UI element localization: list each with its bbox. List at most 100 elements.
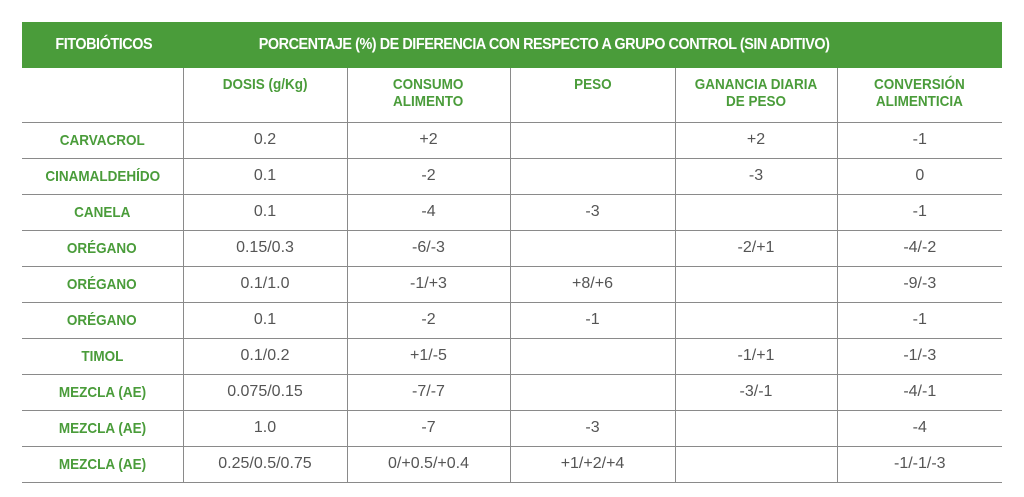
cell-name-text: CARVACROL bbox=[59, 131, 145, 149]
cell-peso: +8/+6 bbox=[509, 266, 675, 303]
cell-consumo-text: -4 bbox=[421, 203, 436, 220]
header-percentage-span: PORCENTAJE (%) DE DIFERENCIA CON RESPECT… bbox=[183, 22, 1003, 68]
subheader-dosis: DOSIS (g/Kg) bbox=[182, 68, 347, 123]
table-row: ORÉGANO 0.15/0.3 -6/-3 -2/+1 -4/-2 bbox=[22, 230, 1003, 267]
cell-ganancia bbox=[674, 302, 837, 339]
cell-dosis-text: 0.075/0.15 bbox=[227, 383, 303, 400]
cell-ganancia-text: -3/-1 bbox=[739, 383, 773, 400]
cell-name-text: MEZCLA (AE) bbox=[58, 419, 146, 437]
cell-peso bbox=[509, 158, 675, 195]
cell-consumo-text: -1/+3 bbox=[410, 275, 447, 292]
cell-name: ORÉGANO bbox=[22, 230, 183, 267]
cell-peso: -1 bbox=[509, 302, 675, 339]
cell-conversion: -4 bbox=[836, 410, 1003, 447]
cell-peso: +1/+2/+4 bbox=[509, 446, 675, 483]
table-row: CANELA 0.1 -4 -3 -1 bbox=[22, 194, 1003, 231]
table-row: MEZCLA (AE) 0.075/0.15 -7/-7 -3/-1 -4/-1 bbox=[22, 374, 1003, 411]
subheader-ganancia: GANANCIA DIARIA DE PESO bbox=[674, 68, 837, 123]
cell-dosis: 0.1 bbox=[182, 158, 347, 195]
cell-ganancia: +2 bbox=[674, 122, 837, 159]
cell-ganancia-text: -1/+1 bbox=[737, 347, 775, 364]
cell-ganancia: -3/-1 bbox=[674, 374, 837, 411]
cell-conversion: -4/-2 bbox=[836, 230, 1003, 267]
header-fitobioticos: FITOBIÓTICOS bbox=[22, 22, 183, 68]
cell-dosis-text: 1.0 bbox=[253, 419, 277, 436]
cell-name: CINAMALDEHÍDO bbox=[22, 158, 183, 195]
cell-consumo-text: -2 bbox=[421, 167, 436, 184]
cell-ganancia: -1/+1 bbox=[674, 338, 837, 375]
cell-conversion: -4/-1 bbox=[836, 374, 1003, 411]
cell-name-text: ORÉGANO bbox=[67, 311, 138, 329]
cell-consumo-text: 0/+0.5/+0.4 bbox=[388, 455, 469, 472]
cell-ganancia-text: -3 bbox=[748, 167, 764, 184]
cell-name: CARVACROL bbox=[22, 122, 183, 159]
cell-conversion: -1/-3 bbox=[836, 338, 1003, 375]
cell-conversion: 0 bbox=[836, 158, 1003, 195]
cell-conversion: -1/-1/-3 bbox=[836, 446, 1003, 483]
cell-conversion: -1 bbox=[836, 194, 1003, 231]
cell-conversion-text: -1 bbox=[912, 203, 927, 220]
cell-dosis: 0.075/0.15 bbox=[182, 374, 347, 411]
cell-conversion-text: -1 bbox=[912, 311, 927, 328]
cell-conversion: -1 bbox=[836, 122, 1003, 159]
cell-name: ORÉGANO bbox=[22, 266, 183, 303]
cell-name-text: ORÉGANO bbox=[67, 239, 138, 257]
cell-name-text: TIMOL bbox=[81, 347, 124, 365]
cell-conversion: -9/-3 bbox=[836, 266, 1003, 303]
subheader-conversion: CONVERSIÓN ALIMENTICIA bbox=[836, 68, 1003, 123]
cell-consumo: -7 bbox=[346, 410, 510, 447]
cell-consumo: -7/-7 bbox=[346, 374, 510, 411]
cell-name: ORÉGANO bbox=[22, 302, 183, 339]
cell-consumo-text: -7 bbox=[421, 419, 436, 436]
cell-peso-text: +1/+2/+4 bbox=[560, 455, 625, 472]
cell-consumo: -2 bbox=[346, 302, 510, 339]
subheader-peso: PESO bbox=[509, 68, 675, 123]
cell-peso bbox=[509, 338, 675, 375]
table-row: ORÉGANO 0.1/1.0 -1/+3 +8/+6 -9/-3 bbox=[22, 266, 1003, 303]
subheader-consumo: CONSUMO ALIMENTO bbox=[346, 68, 510, 123]
cell-conversion: -1 bbox=[836, 302, 1003, 339]
cell-consumo: +1/-5 bbox=[346, 338, 510, 375]
cell-ganancia bbox=[674, 446, 837, 483]
table-subheader-row: DOSIS (g/Kg) CONSUMO ALIMENTO PESO GANANC… bbox=[22, 68, 1003, 123]
cell-consumo: -1/+3 bbox=[346, 266, 510, 303]
cell-ganancia-text: +2 bbox=[746, 131, 766, 148]
cell-ganancia bbox=[674, 410, 837, 447]
cell-dosis-text: 0.1 bbox=[253, 311, 277, 328]
cell-dosis-text: 0.25/0.5/0.75 bbox=[218, 455, 312, 472]
cell-dosis: 0.1 bbox=[182, 194, 347, 231]
cell-dosis-text: 0.1 bbox=[253, 203, 277, 220]
cell-dosis: 0.1 bbox=[182, 302, 347, 339]
cell-dosis-text: 0.2 bbox=[253, 131, 277, 148]
cell-name-text: ORÉGANO bbox=[67, 275, 138, 293]
cell-consumo: -4 bbox=[346, 194, 510, 231]
cell-conversion-text: 0 bbox=[915, 167, 925, 184]
cell-dosis: 0.2 bbox=[182, 122, 347, 159]
cell-conversion-text: -9/-3 bbox=[903, 275, 937, 292]
table-row: CINAMALDEHÍDO 0.1 -2 -3 0 bbox=[22, 158, 1003, 195]
cell-name-text: CANELA bbox=[74, 203, 131, 221]
cell-dosis: 0.25/0.5/0.75 bbox=[182, 446, 347, 483]
cell-conversion-text: -4/-2 bbox=[903, 239, 937, 256]
cell-ganancia: -3 bbox=[674, 158, 837, 195]
cell-dosis-text: 0.15/0.3 bbox=[236, 239, 294, 256]
cell-ganancia bbox=[674, 194, 837, 231]
cell-consumo: -2 bbox=[346, 158, 510, 195]
cell-dosis: 0.1/0.2 bbox=[182, 338, 347, 375]
cell-dosis-text: 0.1 bbox=[253, 167, 277, 184]
cell-consumo-text: -7/-7 bbox=[412, 383, 445, 400]
cell-consumo-text: -2 bbox=[421, 311, 436, 328]
cell-dosis-text: 0.1/0.2 bbox=[240, 347, 290, 364]
table-row: ORÉGANO 0.1 -2 -1 -1 bbox=[22, 302, 1003, 339]
cell-ganancia: -2/+1 bbox=[674, 230, 837, 267]
cell-dosis-text: 0.1/1.0 bbox=[240, 275, 290, 292]
cell-conversion-text: -1/-3 bbox=[903, 347, 937, 364]
cell-consumo-text: -6/-3 bbox=[412, 239, 445, 256]
fitobioticos-table-wrapper: FITOBIÓTICOS PORCENTAJE (%) DE DIFERENCI… bbox=[22, 22, 1003, 483]
table-row: MEZCLA (AE) 0.25/0.5/0.75 0/+0.5/+0.4 +1/+2… bbox=[22, 446, 1003, 483]
cell-name: CANELA bbox=[22, 194, 183, 231]
subheader-empty bbox=[22, 68, 183, 123]
cell-consumo-text: +1/-5 bbox=[410, 347, 447, 364]
cell-consumo-text: +2 bbox=[419, 131, 438, 148]
cell-name: TIMOL bbox=[22, 338, 183, 375]
